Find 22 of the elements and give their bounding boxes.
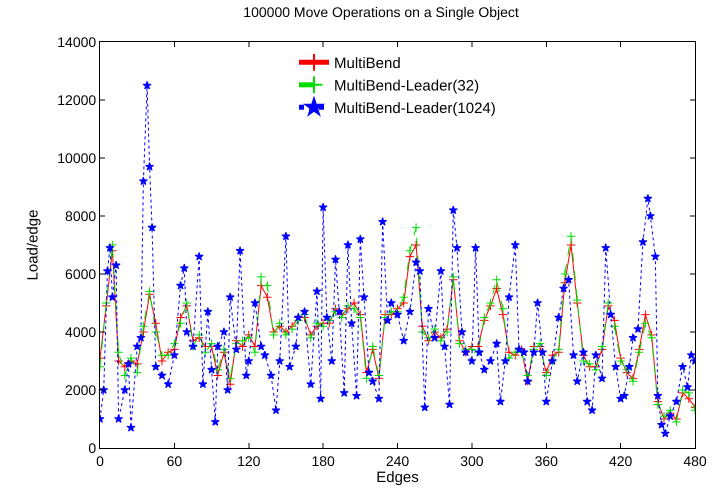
x-tick-label: 120 bbox=[237, 452, 261, 469]
x-tick-label: 180 bbox=[311, 452, 336, 469]
x-tick-label: 360 bbox=[534, 452, 558, 469]
y-tick-label: 10000 bbox=[57, 150, 96, 166]
x-tick-label: 240 bbox=[386, 452, 410, 469]
x-tick-label: 300 bbox=[460, 452, 484, 469]
y-tick-label: 4000 bbox=[65, 324, 96, 340]
x-axis-title: Edges bbox=[376, 468, 419, 486]
chart-title: 100000 Move Operations on a Single Object bbox=[243, 4, 519, 20]
y-tick-label: 12000 bbox=[57, 92, 96, 108]
legend-label: MultiBend-Leader(1024) bbox=[334, 100, 496, 118]
legend-label: MultiBend bbox=[334, 55, 401, 72]
legend-label: MultiBend-Leader(32) bbox=[334, 78, 480, 95]
y-axis-title: Load/edge bbox=[24, 210, 42, 280]
y-tick-label: 6000 bbox=[65, 266, 96, 282]
x-tick-label: 480 bbox=[683, 452, 707, 469]
x-tick-label: 60 bbox=[166, 452, 182, 469]
y-tick-label: 0 bbox=[88, 440, 96, 456]
y-tick-label: 2000 bbox=[65, 382, 96, 398]
x-tick-label: 420 bbox=[608, 452, 633, 469]
y-tick-label: 8000 bbox=[65, 208, 96, 224]
y-tick-label: 14000 bbox=[57, 34, 96, 50]
